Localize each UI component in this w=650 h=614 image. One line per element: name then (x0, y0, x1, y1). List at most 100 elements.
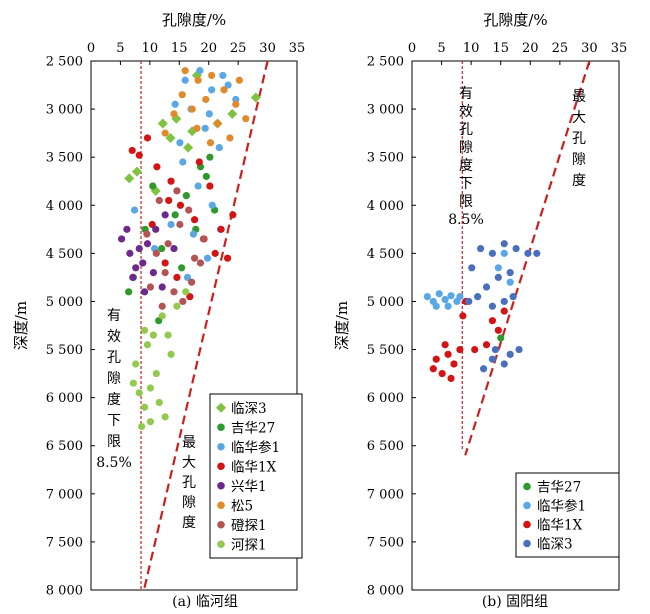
data-point (135, 244, 143, 253)
x-tick-label: 20 (200, 41, 217, 56)
cutoff-value-label: 8.5% (96, 455, 132, 471)
y-tick-label: 8 000 (46, 584, 83, 599)
data-point (132, 264, 140, 272)
data-point (226, 134, 234, 142)
data-point (506, 278, 514, 286)
cutoff-label-char: 隙 (107, 371, 121, 387)
data-point (213, 119, 222, 128)
data-point (479, 365, 488, 373)
data-point (143, 240, 152, 248)
data-point (140, 403, 149, 411)
data-point (217, 225, 225, 233)
data-point (129, 379, 137, 387)
data-point (223, 254, 232, 262)
data-point (512, 244, 520, 253)
y-tick-label: 4 000 (367, 199, 404, 214)
legend-box (209, 393, 303, 559)
data-point (211, 249, 219, 257)
data-point (185, 206, 193, 214)
data-point (488, 355, 497, 363)
data-point (488, 317, 497, 325)
legend-marker (217, 442, 225, 451)
data-point (456, 345, 464, 354)
legend-marker (523, 482, 531, 491)
max-line-label-char: 隙 (182, 495, 196, 511)
data-point (432, 355, 440, 363)
legend-marker (217, 423, 225, 432)
data-point (139, 259, 147, 267)
legend-marker (217, 540, 225, 549)
data-point (193, 124, 201, 132)
data-point (140, 288, 149, 296)
data-point (186, 293, 194, 301)
data-point (229, 211, 237, 219)
data-point (474, 293, 482, 301)
y-tick-label: 5 000 (46, 295, 83, 310)
x-tick-label: 35 (289, 41, 306, 56)
x-tick-label: 5 (437, 41, 445, 56)
data-point (187, 126, 198, 137)
max-line-label-char: 度 (572, 173, 586, 189)
data-point (206, 153, 214, 161)
data-point (190, 216, 199, 224)
data-point (188, 278, 196, 286)
legend-label: 兴华1 (231, 479, 267, 495)
legend-marker (523, 520, 531, 529)
data-point (170, 244, 178, 253)
data-point (170, 110, 178, 118)
cutoff-label-char: 有 (107, 308, 121, 324)
max-porosity-line (142, 60, 269, 591)
data-point (140, 326, 149, 334)
legend-label: 吉华27 (231, 420, 275, 436)
data-point (441, 295, 449, 304)
data-point (468, 264, 476, 272)
data-point (494, 264, 502, 272)
data-point (143, 134, 152, 142)
data-point (181, 67, 189, 75)
data-point (157, 118, 168, 129)
data-point (161, 211, 169, 219)
data-point (205, 110, 213, 118)
cutoff-label-char: 度 (107, 392, 121, 408)
x-tick-label: 10 (463, 41, 480, 56)
legend-marker (217, 462, 225, 471)
data-point (215, 143, 223, 152)
legend-marker (523, 539, 531, 548)
panel-caption: (a) 临河组 (172, 594, 238, 610)
x-tick-label: 15 (171, 41, 188, 56)
data-point (206, 182, 214, 190)
data-point (170, 288, 178, 296)
y-tick-label: 5 500 (367, 343, 404, 358)
legend-marker (217, 501, 225, 510)
data-point (202, 172, 210, 181)
x-tick-label: 15 (492, 41, 509, 56)
data-point (524, 249, 532, 257)
y-tick-label: 6 000 (367, 391, 404, 406)
data-point (477, 244, 485, 253)
data-point (179, 297, 187, 306)
data-point (203, 254, 212, 262)
data-point (196, 67, 204, 75)
cutoff-label-char: 限 (107, 434, 121, 450)
x-tick-label: 25 (230, 41, 247, 56)
panel-b: 0 5 10 15 20 25 30 35 2 500 3 000 3 500 4 000 4 500 5… (333, 11, 627, 610)
cutoff-label-char: 孔 (459, 122, 473, 138)
cutoff-label-char: 孔 (107, 350, 121, 366)
data-point (176, 220, 184, 229)
data-point (128, 146, 136, 155)
cutoff-label-char: 效 (459, 104, 473, 120)
data-point (450, 360, 458, 368)
data-point (208, 71, 216, 80)
cutoff-label-char: 度 (459, 158, 473, 174)
data-point (500, 360, 508, 368)
data-point (125, 288, 133, 296)
data-point (202, 95, 210, 104)
data-point (224, 81, 232, 89)
data-point (189, 230, 198, 238)
data-point (165, 132, 176, 143)
y-axis-title: 深度/m (333, 301, 351, 350)
plot-frame (411, 60, 620, 591)
data-point (161, 269, 169, 277)
cutoff-label-char: 效 (107, 329, 121, 345)
data-point (146, 418, 155, 426)
